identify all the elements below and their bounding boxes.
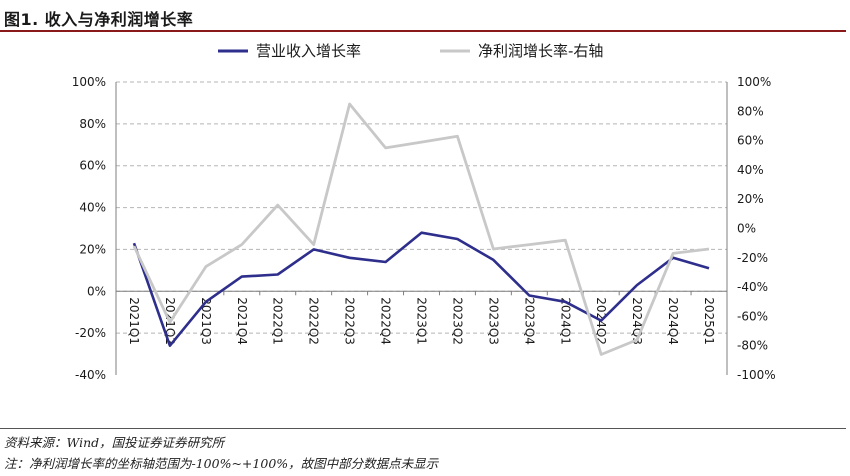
category-label: 2022Q1 <box>271 297 285 345</box>
category-label: 2023Q2 <box>450 297 464 345</box>
right-tick-label: 0% <box>737 222 756 236</box>
right-tick-label: 80% <box>737 104 764 118</box>
left-tick-label: 0% <box>87 284 106 298</box>
category-label: 2024Q1 <box>558 297 572 345</box>
category-label: 2023Q3 <box>486 297 500 345</box>
title-rule <box>0 30 846 32</box>
right-tick-label: 60% <box>737 134 764 148</box>
category-label: 2022Q2 <box>307 297 321 345</box>
category-label: 2023Q4 <box>522 297 536 345</box>
right-tick-label: -60% <box>737 309 768 323</box>
figure-title: 图1. 收入与净利润增长率 <box>4 10 194 29</box>
right-tick-label: 20% <box>737 192 764 206</box>
right-tick-label: 40% <box>737 163 764 177</box>
source-note: 资料来源：Wind，国投证券证券研究所 <box>4 435 225 450</box>
right-tick-label: -20% <box>737 251 768 265</box>
left-tick-label: 20% <box>79 242 106 256</box>
left-tick-label: -40% <box>75 368 106 382</box>
revenue-growth-line <box>132 231 710 348</box>
category-label: 2022Q4 <box>379 297 393 345</box>
legend-label: 营业收入增长率 <box>256 42 361 60</box>
profit-growth-line <box>132 102 710 356</box>
right-tick-label: -80% <box>737 339 768 353</box>
left-tick-label: 40% <box>79 201 106 215</box>
category-label: 2022Q3 <box>343 297 357 345</box>
category-label: 2023Q1 <box>415 297 429 345</box>
category-label: 2024Q4 <box>666 297 680 345</box>
line-chart: -40% -20% 0% 20% 40% 60% 80% 100% -100% -80% -60% -… <box>72 42 776 382</box>
legend-label: 净利润增长率-右轴 <box>478 42 603 60</box>
category-label: 2021Q1 <box>127 297 141 345</box>
right-tick-label: -40% <box>737 280 768 294</box>
right-tick-label: 100% <box>737 75 771 89</box>
left-tick-label: -20% <box>75 326 106 340</box>
category-label: 2021Q4 <box>235 297 249 345</box>
footer-rule <box>0 428 846 429</box>
left-tick-label: 80% <box>79 117 106 131</box>
left-tick-label: 60% <box>79 159 106 173</box>
category-label: 2025Q1 <box>702 297 716 345</box>
category-label: 2021Q3 <box>199 297 213 345</box>
left-tick-label: 100% <box>72 75 106 89</box>
right-tick-label: -100% <box>737 368 776 382</box>
axis-note: 注：净利润增长率的坐标轴范围为-100%~+100%，故图中部分数据点未显示 <box>4 456 439 471</box>
